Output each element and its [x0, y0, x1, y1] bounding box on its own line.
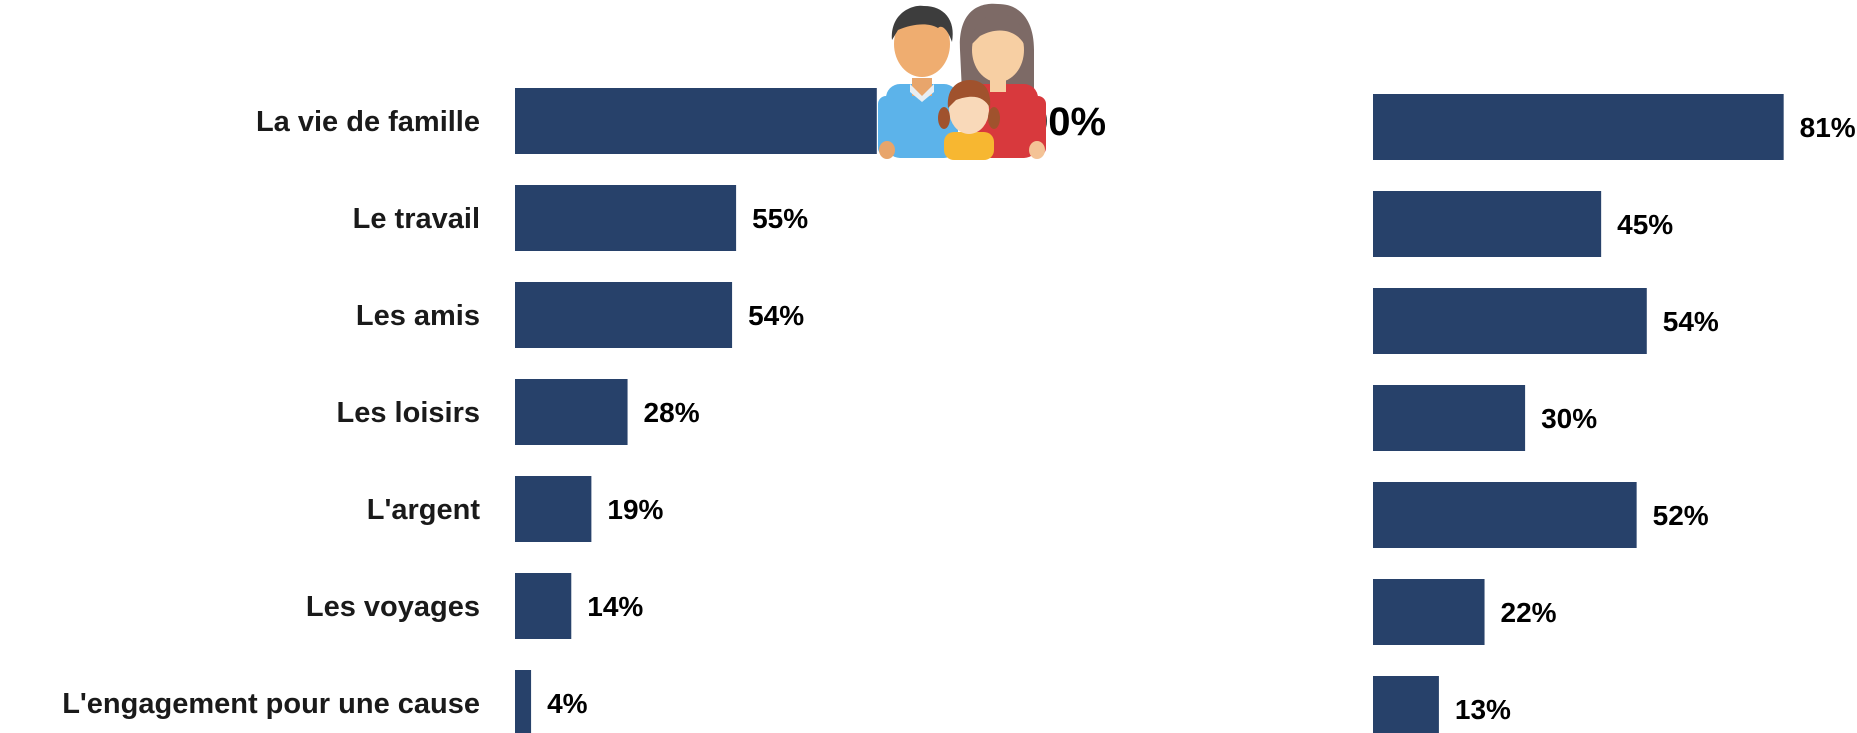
data-label: 52%: [1653, 500, 1709, 531]
bar: [1373, 676, 1439, 733]
category-label: Les loisirs: [337, 397, 480, 429]
data-label: 28%: [644, 397, 700, 428]
category-label: L'engagement pour une cause: [62, 688, 480, 720]
data-label: 45%: [1617, 209, 1673, 240]
bar: [515, 185, 737, 251]
data-label: 54%: [1663, 306, 1719, 337]
bar: [1373, 579, 1485, 645]
bar: [1373, 385, 1526, 451]
data-label: 19%: [607, 494, 663, 525]
bar: [1373, 94, 1784, 160]
bar: [515, 379, 628, 445]
category-label: Les voyages: [306, 591, 480, 623]
bar: [1373, 191, 1602, 257]
bar: [515, 476, 592, 542]
series-right: 81% 45% 54% 30% 52% 22% 13%: [1373, 94, 1856, 733]
data-label: 54%: [748, 300, 804, 331]
data-label: 14%: [587, 591, 643, 622]
category-label: Les amis: [356, 300, 480, 332]
data-label: 55%: [752, 203, 808, 234]
bar: [515, 670, 532, 733]
bar: [515, 282, 733, 348]
bar: [515, 573, 572, 639]
bar: [1373, 288, 1647, 354]
data-label: 4%: [547, 688, 588, 719]
data-label: 81%: [1800, 112, 1856, 143]
category-label: L'argent: [367, 494, 481, 526]
data-label: 22%: [1501, 597, 1557, 628]
bar: [1373, 482, 1637, 548]
bar: [515, 88, 877, 154]
series-left: 90%55%54%28%19%14%4%: [515, 88, 1106, 733]
category-labels: La vie de famille Le travail Les amis Les l…: [62, 106, 480, 720]
family-icon: [878, 3, 1046, 160]
data-label: 30%: [1541, 403, 1597, 434]
data-label: 13%: [1455, 694, 1511, 725]
category-label: Le travail: [353, 203, 480, 235]
category-label: La vie de famille: [256, 106, 480, 138]
